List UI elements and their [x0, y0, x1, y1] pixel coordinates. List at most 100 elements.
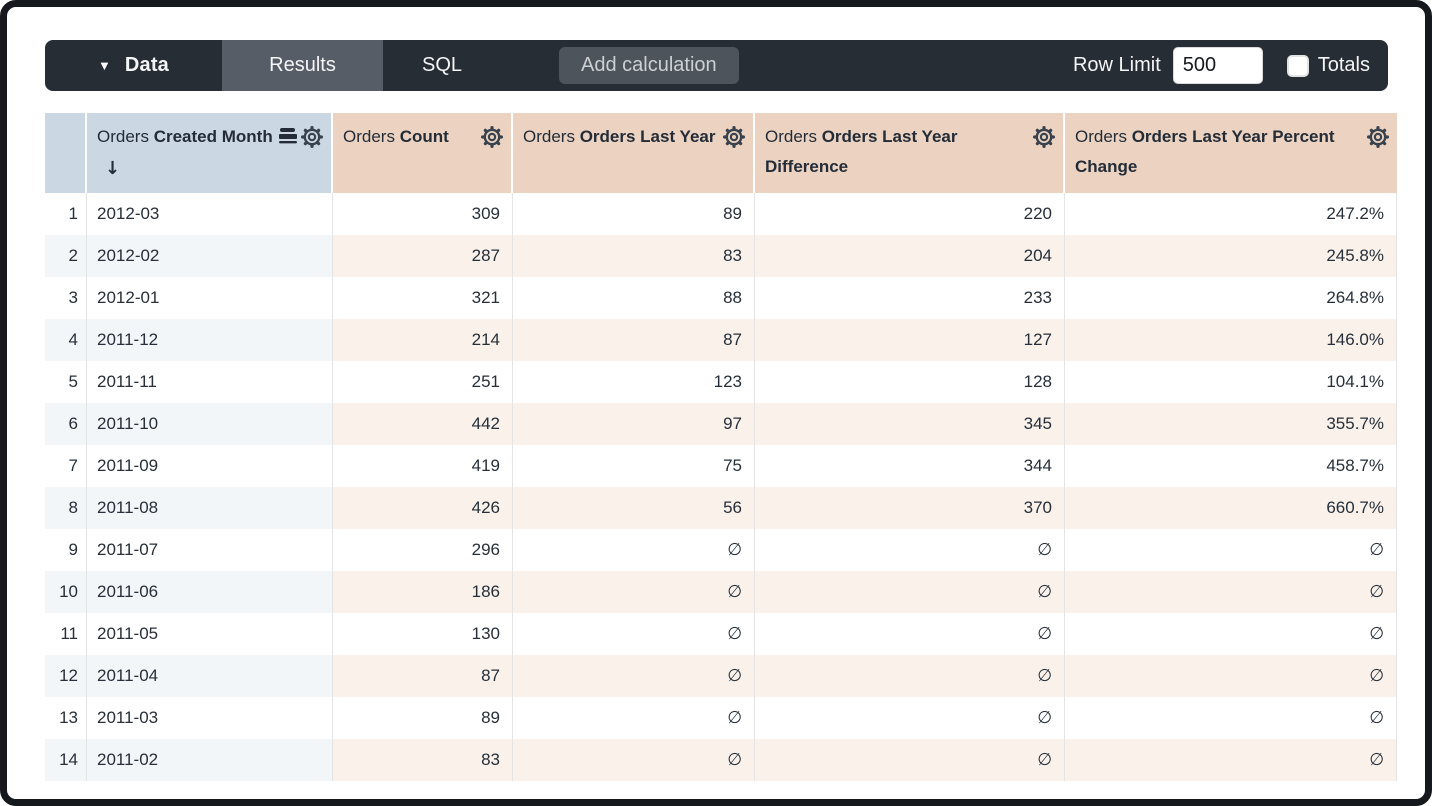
orders-last-year-difference-cell[interactable]: 204 [755, 235, 1065, 277]
orders-last-year-cell[interactable]: 87 [513, 319, 755, 361]
column-header-orders-last-year-difference[interactable]: Orders Orders Last Year Difference [755, 113, 1065, 193]
orders-last-year-percent-change-cell[interactable]: ∅ [1065, 697, 1397, 739]
table-row[interactable]: 12 2011-04 87 ∅ ∅ ∅ [45, 655, 1397, 697]
count-cell[interactable]: 442 [333, 403, 513, 445]
created-month-cell[interactable]: 2011-07 [87, 529, 333, 571]
orders-last-year-difference-cell[interactable]: 127 [755, 319, 1065, 361]
orders-last-year-cell[interactable]: 97 [513, 403, 755, 445]
orders-last-year-cell[interactable]: ∅ [513, 571, 755, 613]
orders-last-year-percent-change-cell[interactable]: 458.7% [1065, 445, 1397, 487]
count-cell[interactable]: 419 [333, 445, 513, 487]
orders-last-year-difference-cell[interactable]: ∅ [755, 697, 1065, 739]
orders-last-year-percent-change-cell[interactable]: 660.7% [1065, 487, 1397, 529]
count-cell[interactable]: 214 [333, 319, 513, 361]
orders-last-year-percent-change-cell[interactable]: ∅ [1065, 739, 1397, 781]
gear-icon[interactable] [301, 125, 323, 158]
tab-results[interactable]: Results [222, 40, 383, 91]
count-cell[interactable]: 130 [333, 613, 513, 655]
orders-last-year-cell[interactable]: 88 [513, 277, 755, 319]
orders-last-year-difference-cell[interactable]: ∅ [755, 739, 1065, 781]
column-header-orders-last-year-percent-change[interactable]: Orders Orders Last Year Percent Change [1065, 113, 1397, 193]
orders-last-year-difference-cell[interactable]: ∅ [755, 655, 1065, 697]
count-cell[interactable]: 309 [333, 193, 513, 235]
gear-icon[interactable] [722, 125, 746, 158]
orders-last-year-percent-change-cell[interactable]: 104.1% [1065, 361, 1397, 403]
orders-last-year-percent-change-cell[interactable]: 245.8% [1065, 235, 1397, 277]
orders-last-year-difference-cell[interactable]: 345 [755, 403, 1065, 445]
count-cell[interactable]: 89 [333, 697, 513, 739]
table-row[interactable]: 7 2011-09 419 75 344 458.7% [45, 445, 1397, 487]
column-header-count[interactable]: Orders Count [333, 113, 513, 193]
totals-checkbox[interactable] [1286, 54, 1309, 77]
created-month-cell[interactable]: 2012-02 [87, 235, 333, 277]
orders-last-year-difference-cell[interactable]: ∅ [755, 613, 1065, 655]
table-row[interactable]: 3 2012-01 321 88 233 264.8% [45, 277, 1397, 319]
orders-last-year-difference-cell[interactable]: 128 [755, 361, 1065, 403]
created-month-cell[interactable]: 2011-11 [87, 361, 333, 403]
orders-last-year-cell[interactable]: 56 [513, 487, 755, 529]
orders-last-year-difference-cell[interactable]: 220 [755, 193, 1065, 235]
orders-last-year-cell[interactable]: 123 [513, 361, 755, 403]
table-row[interactable]: 2 2012-02 287 83 204 245.8% [45, 235, 1397, 277]
orders-last-year-cell[interactable]: 83 [513, 235, 755, 277]
created-month-cell[interactable]: 2011-05 [87, 613, 333, 655]
orders-last-year-cell[interactable]: 89 [513, 193, 755, 235]
table-row[interactable]: 11 2011-05 130 ∅ ∅ ∅ [45, 613, 1397, 655]
table-row[interactable]: 9 2011-07 296 ∅ ∅ ∅ [45, 529, 1397, 571]
count-cell[interactable]: 83 [333, 739, 513, 781]
orders-last-year-cell[interactable]: ∅ [513, 697, 755, 739]
count-cell[interactable]: 287 [333, 235, 513, 277]
table-row[interactable]: 4 2011-12 214 87 127 146.0% [45, 319, 1397, 361]
table-row[interactable]: 1 2012-03 309 89 220 247.2% [45, 193, 1397, 235]
orders-last-year-difference-cell[interactable]: ∅ [755, 571, 1065, 613]
table-row[interactable]: 8 2011-08 426 56 370 660.7% [45, 487, 1397, 529]
count-cell[interactable]: 296 [333, 529, 513, 571]
orders-last-year-percent-change-cell[interactable]: ∅ [1065, 529, 1397, 571]
orders-last-year-percent-change-cell[interactable]: 146.0% [1065, 319, 1397, 361]
orders-last-year-cell[interactable]: 75 [513, 445, 755, 487]
add-calculation-button[interactable]: Add calculation [559, 47, 739, 84]
table-row[interactable]: 10 2011-06 186 ∅ ∅ ∅ [45, 571, 1397, 613]
gear-icon[interactable] [1366, 125, 1390, 158]
orders-last-year-percent-change-cell[interactable]: ∅ [1065, 571, 1397, 613]
orders-last-year-difference-cell[interactable]: 344 [755, 445, 1065, 487]
orders-last-year-percent-change-cell[interactable]: ∅ [1065, 655, 1397, 697]
created-month-cell[interactable]: 2011-08 [87, 487, 333, 529]
created-month-cell[interactable]: 2011-06 [87, 571, 333, 613]
orders-last-year-percent-change-cell[interactable]: ∅ [1065, 613, 1397, 655]
table-row[interactable]: 5 2011-11 251 123 128 104.1% [45, 361, 1397, 403]
count-cell[interactable]: 426 [333, 487, 513, 529]
orders-last-year-percent-change-cell[interactable]: 247.2% [1065, 193, 1397, 235]
created-month-cell[interactable]: 2011-04 [87, 655, 333, 697]
gear-icon[interactable] [1032, 125, 1056, 158]
orders-last-year-percent-change-cell[interactable]: 264.8% [1065, 277, 1397, 319]
orders-last-year-cell[interactable]: ∅ [513, 529, 755, 571]
count-cell[interactable]: 321 [333, 277, 513, 319]
table-row[interactable]: 14 2011-02 83 ∅ ∅ ∅ [45, 739, 1397, 781]
created-month-cell[interactable]: 2011-03 [87, 697, 333, 739]
orders-last-year-cell[interactable]: ∅ [513, 613, 755, 655]
count-cell[interactable]: 251 [333, 361, 513, 403]
created-month-cell[interactable]: 2012-01 [87, 277, 333, 319]
row-limit-input[interactable] [1172, 47, 1263, 84]
column-header-orders-last-year[interactable]: Orders Orders Last Year [513, 113, 755, 193]
orders-last-year-percent-change-cell[interactable]: 355.7% [1065, 403, 1397, 445]
gear-icon[interactable] [481, 125, 503, 158]
data-section-toggle[interactable]: ▼ Data [45, 40, 222, 91]
orders-last-year-cell[interactable]: ∅ [513, 655, 755, 697]
count-cell[interactable]: 186 [333, 571, 513, 613]
created-month-cell[interactable]: 2011-12 [87, 319, 333, 361]
column-header-created-month[interactable]: Orders Created Month↓ [87, 113, 333, 193]
table-row[interactable]: 13 2011-03 89 ∅ ∅ ∅ [45, 697, 1397, 739]
orders-last-year-difference-cell[interactable]: 370 [755, 487, 1065, 529]
created-month-cell[interactable]: 2011-02 [87, 739, 333, 781]
orders-last-year-difference-cell[interactable]: 233 [755, 277, 1065, 319]
tab-sql[interactable]: SQL [421, 54, 463, 76]
count-cell[interactable]: 87 [333, 655, 513, 697]
orders-last-year-difference-cell[interactable]: ∅ [755, 529, 1065, 571]
table-row[interactable]: 6 2011-10 442 97 345 355.7% [45, 403, 1397, 445]
created-month-cell[interactable]: 2011-09 [87, 445, 333, 487]
created-month-cell[interactable]: 2011-10 [87, 403, 333, 445]
orders-last-year-cell[interactable]: ∅ [513, 739, 755, 781]
created-month-cell[interactable]: 2012-03 [87, 193, 333, 235]
